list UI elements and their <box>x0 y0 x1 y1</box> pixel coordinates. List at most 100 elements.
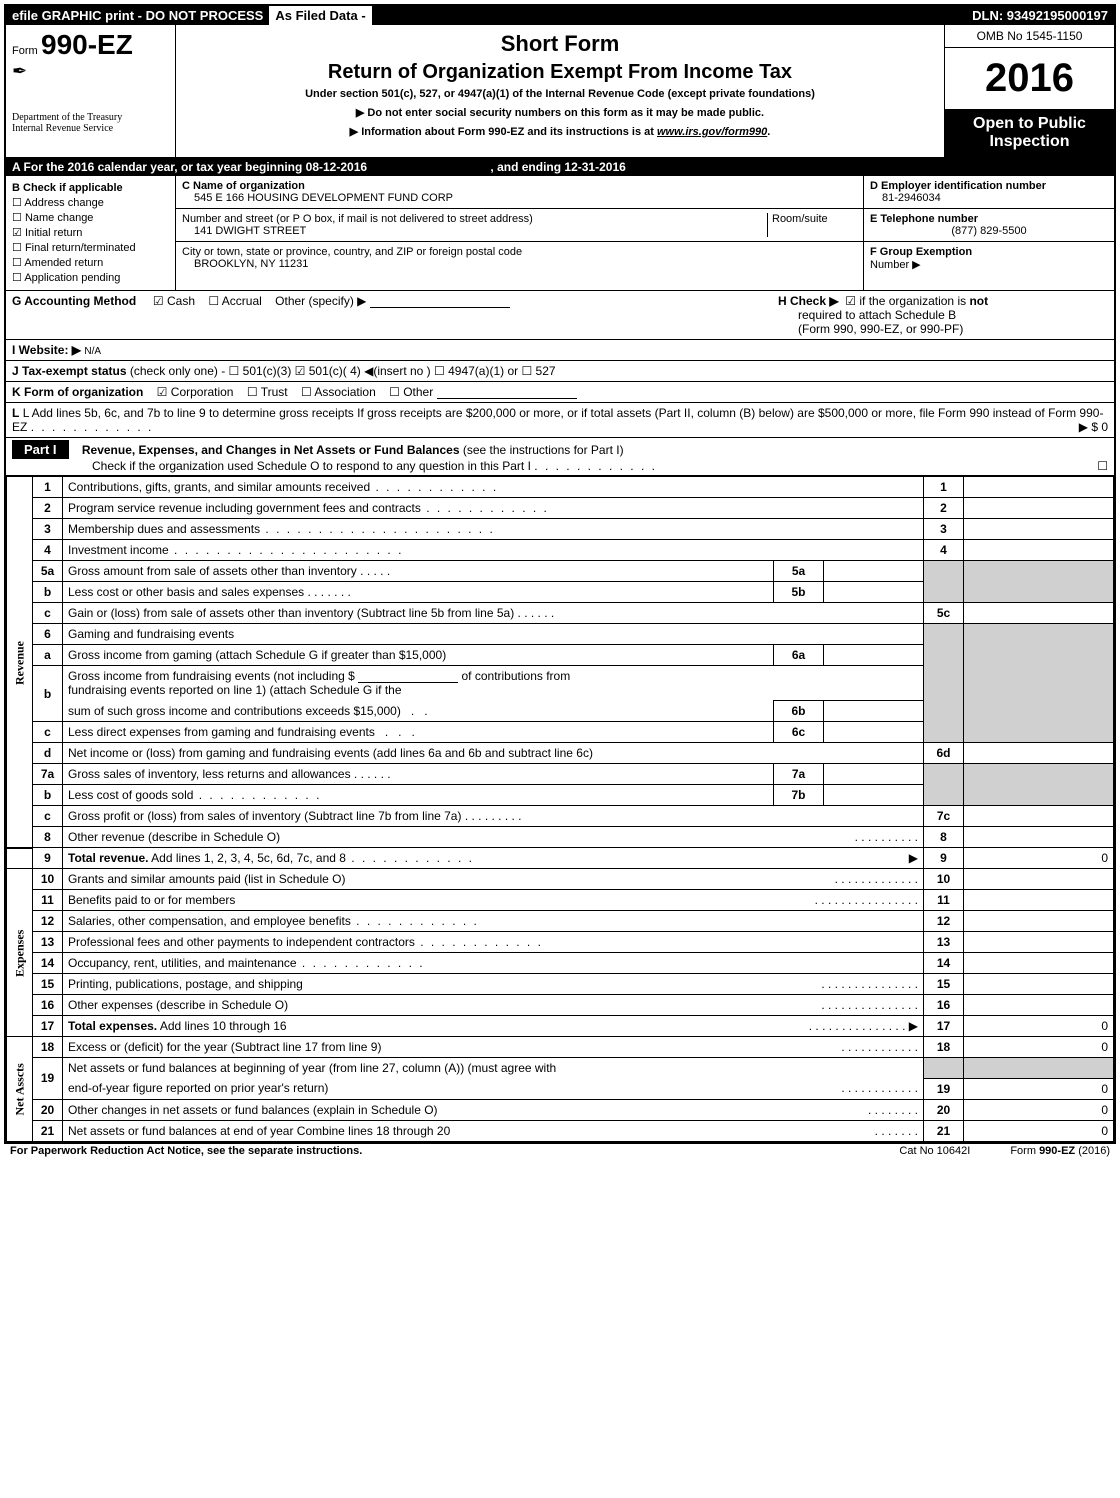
l10-text: Grants and similar amounts paid (list in… <box>68 872 345 886</box>
l6b-4: sum of such gross income and contributio… <box>68 704 401 718</box>
checkbox-icon[interactable]: ☐ <box>389 385 400 399</box>
shaded-cell <box>924 1058 964 1079</box>
line-16-val[interactable] <box>964 995 1114 1016</box>
l6b-input[interactable] <box>358 671 458 683</box>
line-9-val[interactable]: 0 <box>964 848 1114 869</box>
line-6c-val[interactable] <box>824 722 924 743</box>
line-17-val[interactable]: 0 <box>964 1016 1114 1037</box>
line-6a-box: 6a <box>774 645 824 666</box>
line-5c-val[interactable] <box>964 603 1114 624</box>
line-12-val[interactable] <box>964 911 1114 932</box>
checkbox-icon[interactable]: ☐ <box>208 294 219 308</box>
l15-text: Printing, publications, postage, and shi… <box>68 977 303 991</box>
line-8-desc: Other revenue (describe in Schedule O) .… <box>63 827 924 848</box>
line-12-num: 12 <box>924 911 964 932</box>
line-6d-val[interactable] <box>964 743 1114 764</box>
g-other-input[interactable] <box>370 296 510 308</box>
line-19-desc2: end-of-year figure reported on prior yea… <box>63 1078 924 1099</box>
line-7a-val[interactable] <box>824 764 924 785</box>
line-num: c <box>33 603 63 624</box>
line-14-val[interactable] <box>964 953 1114 974</box>
line-7a-desc: Gross sales of inventory, less returns a… <box>63 764 774 785</box>
application-pending-label: Application pending <box>24 272 120 284</box>
line-6b-desc1: Gross income from fundraising events (no… <box>63 666 924 701</box>
line-6b-val[interactable] <box>824 701 924 722</box>
line-13-desc: Professional fees and other payments to … <box>63 932 924 953</box>
shaded-cell <box>964 561 1114 603</box>
chk-final-return[interactable]: ☐ Final return/terminated <box>12 241 169 254</box>
l9-suffix: Add lines 1, 2, 3, 4, 5c, 6d, 7c, and 8 <box>148 851 345 865</box>
footer: For Paperwork Reduction Act Notice, see … <box>4 1144 1116 1158</box>
line-6c-box: 6c <box>774 722 824 743</box>
line-13-val[interactable] <box>964 932 1114 953</box>
line-4-val[interactable] <box>964 540 1114 561</box>
line-15-val[interactable] <box>964 974 1114 995</box>
line-21-desc: Net assets or fund balances at end of ye… <box>63 1120 924 1141</box>
note2: ▶ Information about Form 990-EZ and its … <box>182 125 938 138</box>
section-c-city: City or town, state or province, country… <box>176 242 863 274</box>
line-6c-desc: Less direct expenses from gaming and fun… <box>63 722 774 743</box>
city-value: BROOKLYN, NY 11231 <box>194 258 308 270</box>
arrow-icon: ▶ <box>350 126 362 138</box>
checkbox-checked-icon[interactable]: ☑ <box>845 294 856 308</box>
line-7b-val[interactable] <box>824 785 924 806</box>
g-accrual: Accrual <box>222 294 262 308</box>
line-num: 11 <box>33 890 63 911</box>
line-8-val[interactable] <box>964 827 1114 848</box>
shaded-cell <box>964 624 1114 743</box>
line-16-num: 16 <box>924 995 964 1016</box>
l21-text: Net assets or fund balances at end of ye… <box>68 1124 450 1138</box>
chk-application-pending[interactable]: ☐ Application pending <box>12 271 169 284</box>
line-11-val[interactable] <box>964 890 1114 911</box>
top-bar: efile GRAPHIC print - DO NOT PROCESS As … <box>6 6 1114 25</box>
line-num: c <box>33 806 63 827</box>
as-filed-dark <box>372 6 388 25</box>
line-3-val[interactable] <box>964 519 1114 540</box>
shaded-cell <box>924 561 964 603</box>
line-10-val[interactable] <box>964 869 1114 890</box>
line-6a-desc: Gross income from gaming (attach Schedul… <box>63 645 774 666</box>
line-5c-desc: Gain or (loss) from sale of assets other… <box>63 603 924 624</box>
ein-value: 81-2946034 <box>882 192 941 204</box>
chk-amended-return[interactable]: ☐ Amended return <box>12 256 169 269</box>
line-21-num: 21 <box>924 1120 964 1141</box>
line-1-val[interactable] <box>964 477 1114 498</box>
i-label: I Website: ▶ <box>12 343 81 357</box>
line-num: 1 <box>33 477 63 498</box>
irs-link[interactable]: www.irs.gov/form990 <box>657 126 767 138</box>
line-num: 5a <box>33 561 63 582</box>
line-6a-val[interactable] <box>824 645 924 666</box>
line-20-val[interactable]: 0 <box>964 1099 1114 1120</box>
part-1-table: Revenue 1 Contributions, gifts, grants, … <box>6 476 1114 1142</box>
f-label: F Group Exemption <box>870 246 972 258</box>
line-2-val[interactable] <box>964 498 1114 519</box>
chk-name-change[interactable]: ☐ Name change <box>12 211 169 224</box>
line-5a-val[interactable] <box>824 561 924 582</box>
section-c: C Name of organization 545 E 166 HOUSING… <box>176 176 864 290</box>
checkbox-checked-icon[interactable]: ☑ <box>153 294 164 308</box>
chk-address-change[interactable]: ☐ Address change <box>12 196 169 209</box>
l6b-3: fundraising events reported on line 1) (… <box>68 683 402 697</box>
section-h: H Check ▶ ☑ if the organization is not r… <box>778 294 1108 336</box>
line-7c-num: 7c <box>924 806 964 827</box>
l7b-text: Less cost of goods sold <box>68 788 193 802</box>
checkbox-icon[interactable]: ☐ <box>247 385 258 399</box>
line-5b-val[interactable] <box>824 582 924 603</box>
h-label: H Check ▶ <box>778 294 839 308</box>
checkbox-icon[interactable]: ☐ <box>301 385 312 399</box>
l1-text: Contributions, gifts, grants, and simila… <box>68 480 370 494</box>
line-7c-val[interactable] <box>964 806 1114 827</box>
line-19-val[interactable]: 0 <box>964 1078 1114 1099</box>
initial-return-label: Initial return <box>25 227 82 239</box>
checkbox-checked-icon[interactable]: ☑ <box>157 385 168 399</box>
section-c-street: Number and street (or P O box, if mail i… <box>176 209 863 242</box>
line-21-val[interactable]: 0 <box>964 1120 1114 1141</box>
f-label2: Number ▶ <box>870 259 921 271</box>
k-other-input[interactable] <box>437 387 577 399</box>
l17-suffix: Add lines 10 through 16 <box>157 1019 286 1033</box>
city-label: City or town, state or province, country… <box>182 246 522 258</box>
line-18-val[interactable]: 0 <box>964 1037 1114 1058</box>
chk-initial-return[interactable]: ☑ Initial return <box>12 226 169 239</box>
section-e-tel: E Telephone number (877) 829-5500 <box>864 209 1114 242</box>
checkbox-icon[interactable]: ☐ <box>1097 459 1108 473</box>
